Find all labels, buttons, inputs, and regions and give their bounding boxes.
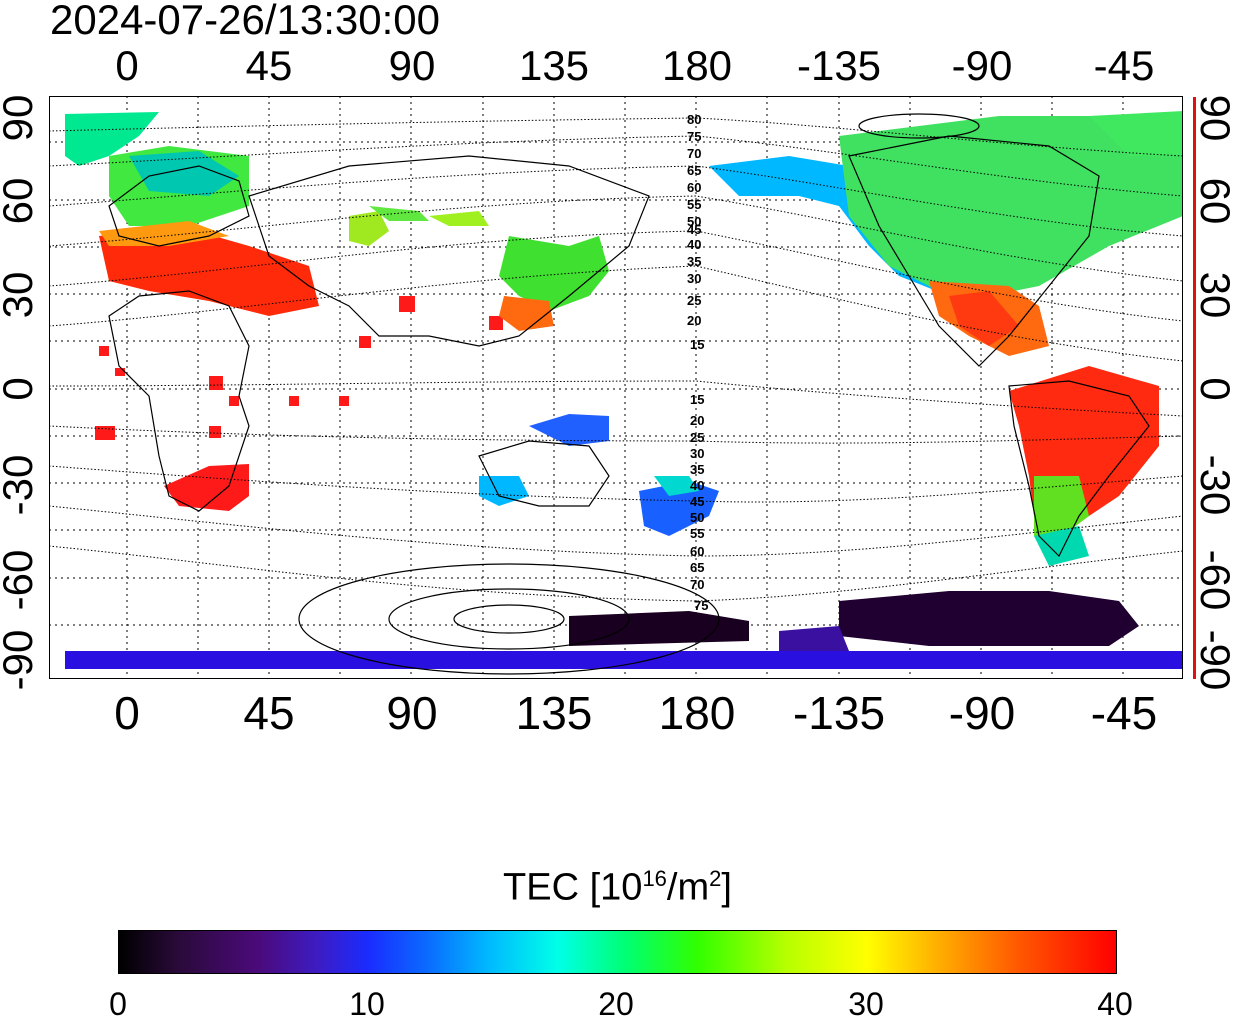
contour-label: 45	[690, 494, 705, 509]
contour-label: 70	[687, 146, 702, 161]
colorbar-title-exponent2: 2	[709, 866, 722, 891]
lon-tick-top: -45	[1093, 42, 1155, 89]
magnetic-pole-rings	[298, 113, 980, 675]
contour-label: 20	[687, 313, 702, 328]
coastlines	[108, 135, 1150, 558]
lat-tick-right: 60	[1192, 177, 1235, 225]
contour-label: 35	[687, 254, 702, 269]
lat-tick-left: 30	[0, 271, 41, 319]
lat-tick-right: 0	[1192, 377, 1235, 401]
contour-label: 65	[690, 560, 705, 575]
contour-label: 70	[690, 577, 705, 592]
colorbar	[118, 930, 1117, 974]
contour-label: 80	[687, 112, 702, 127]
lon-tick-top: 180	[661, 42, 733, 89]
contour-label: 20	[690, 413, 705, 428]
tec-data-patches	[65, 111, 1183, 669]
lon-tick-top: 135	[518, 42, 590, 89]
lon-tick-bottom: 180	[658, 687, 736, 739]
lon-tick-bottom: -45	[1090, 687, 1158, 739]
lat-tick-left: 0	[0, 377, 42, 400]
lon-tick-top: 45	[245, 42, 293, 89]
colorbar-tick: 0	[109, 986, 127, 1022]
lon-tick-bottom: -135	[792, 687, 886, 739]
lon-tick-top: -135	[796, 42, 882, 89]
lon-tick-top: 90	[388, 42, 436, 89]
lat-tick-right: 90	[1192, 94, 1235, 142]
contour-label: 15	[690, 392, 705, 407]
lat-tick-left: 90	[0, 94, 41, 142]
lat-tick-left: -30	[0, 454, 41, 516]
colorbar-title-exponent: 16	[642, 866, 667, 891]
contour-label: 25	[690, 430, 705, 445]
lon-tick-top: 0	[115, 42, 139, 89]
lat-tick-right: -30	[1192, 454, 1235, 516]
lon-tick-bottom: 45	[243, 687, 295, 739]
contour-label: 50	[687, 214, 702, 229]
contour-label: 55	[687, 197, 702, 212]
lat-tick-left: -60	[0, 549, 41, 611]
colorbar-title-unit: /m	[666, 866, 710, 909]
contour-label: 65	[687, 163, 702, 178]
lat-tick-right: -60	[1192, 549, 1235, 611]
contour-label: 45	[687, 222, 702, 237]
lon-tick-bottom: 135	[515, 687, 593, 739]
tec-map	[49, 96, 1183, 679]
contour-label: 30	[690, 446, 705, 461]
lon-tick-bottom: 90	[386, 687, 438, 739]
contour-label: 60	[687, 180, 702, 195]
lon-tick-bottom: -90	[948, 687, 1016, 739]
contour-label: 25	[687, 293, 702, 308]
lat-tick-right: 30	[1192, 271, 1235, 319]
contour-label: 30	[687, 271, 702, 286]
contour-label: 50	[690, 510, 705, 525]
colorbar-tick: 30	[848, 986, 884, 1022]
colorbar-title-prefix: TEC [10	[503, 866, 643, 909]
right-edge-marker	[1193, 97, 1196, 679]
contour-label: 75	[694, 598, 709, 613]
lat-tick-left: -90	[0, 629, 41, 691]
lat-tick-left: 60	[0, 177, 41, 225]
contour-label: 40	[690, 478, 705, 493]
colorbar-tick: 10	[349, 986, 385, 1022]
contour-label: 15	[690, 337, 705, 352]
colorbar-title: TEC [1016/m2]	[0, 866, 1235, 910]
contour-label: 40	[687, 237, 702, 252]
contour-label: 75	[687, 129, 702, 144]
lon-tick-bottom: 0	[114, 687, 140, 739]
colorbar-title-suffix: ]	[721, 866, 732, 909]
colorbar-tick: 40	[1097, 986, 1133, 1022]
contour-label: 35	[690, 462, 705, 477]
timestamp-title: 2024-07-26/13:30:00	[50, 0, 440, 43]
colorbar-tick: 20	[598, 986, 634, 1022]
contour-label: 55	[690, 526, 705, 541]
lon-tick-top: -90	[951, 42, 1013, 89]
lat-tick-right: -90	[1192, 629, 1235, 691]
contour-label: 60	[690, 544, 705, 559]
